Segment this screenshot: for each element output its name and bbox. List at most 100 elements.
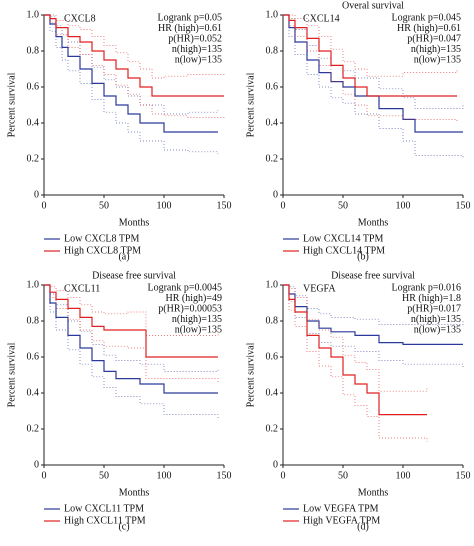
annotation: Logrank p=0.0045 [147, 282, 222, 293]
x-axis-label: Months [358, 487, 389, 498]
x-tick-label: 0 [281, 470, 286, 481]
annotation: Logrank p=0.05 [157, 12, 222, 23]
survival-curve [283, 14, 457, 97]
annotation: p(HR)=0.00053 [158, 303, 222, 314]
y-tick-label: 0.8 [266, 45, 279, 56]
y-tick-label: 1.0 [266, 9, 279, 20]
y-tick-label: 0 [273, 189, 278, 200]
x-tick-label: 0 [42, 200, 47, 211]
y-tick-label: 0.2 [27, 423, 40, 434]
annotation: HR (high)=49 [166, 293, 222, 304]
y-axis-label: Percent survival [6, 72, 17, 137]
gene-label: VEGFA [303, 283, 336, 294]
legend-label: High CXCL14 TPM [303, 245, 385, 256]
annotation: p(HR)=0.047 [407, 33, 461, 44]
y-axis-label: Percent survival [6, 342, 17, 407]
chart-title: Overal survival [342, 0, 404, 11]
legend-label: Low VEGFA TPM [303, 503, 379, 514]
gene-label: CXCL14 [303, 13, 340, 24]
y-tick-label: 0 [273, 459, 278, 470]
annotation: n(low)=135 [175, 324, 222, 335]
annotation: n(low)=135 [175, 54, 222, 65]
x-axis-label: Months [119, 487, 150, 498]
x-tick-label: 150 [456, 200, 471, 211]
y-tick-label: 0.6 [266, 351, 279, 362]
y-tick-label: 0.4 [27, 387, 40, 398]
legend-label: Low CXCL8 TPM [64, 233, 139, 244]
annotation: HR (high)=1.8 [402, 293, 461, 304]
x-tick-label: 100 [157, 200, 172, 211]
confidence-bound [283, 284, 428, 392]
x-axis-label: Months [119, 217, 150, 228]
gene-label: CXCL8 [64, 13, 96, 24]
y-tick-label: 1.0 [266, 279, 279, 290]
y-tick-label: 1.0 [27, 9, 40, 20]
x-tick-label: 0 [42, 470, 47, 481]
survival-curve [44, 284, 218, 358]
confidence-bound [44, 14, 219, 115]
y-tick-label: 0.4 [266, 387, 279, 398]
x-tick-label: 50 [338, 200, 348, 211]
confidence-bound [283, 284, 428, 442]
annotation: p(HR)=0.017 [407, 303, 461, 314]
y-tick-label: 0.2 [266, 423, 279, 434]
y-tick-label: 0.8 [266, 315, 279, 326]
legend-label: Low CXCL11 TPM [64, 503, 144, 514]
y-tick-label: 0.6 [27, 351, 40, 362]
x-tick-label: 100 [396, 200, 411, 211]
y-tick-label: 0.8 [27, 45, 40, 56]
x-tick-label: 150 [217, 470, 232, 481]
panel-label: (b) [357, 251, 369, 262]
x-tick-label: 100 [396, 470, 411, 481]
annotation: HR (high)=0.61 [158, 23, 222, 34]
y-tick-label: 0.2 [266, 153, 279, 164]
survival-curve [44, 14, 218, 133]
confidence-bound [44, 14, 225, 79]
x-tick-label: 150 [217, 200, 232, 211]
y-tick-label: 0 [34, 189, 39, 200]
x-axis-label: Months [358, 217, 389, 228]
annotation: n(high)=135 [411, 314, 461, 325]
confidence-bound [283, 14, 464, 159]
annotation: p(HR)=0.052 [168, 33, 222, 44]
survival-curve [283, 284, 427, 416]
y-axis-label: Percent survival [245, 72, 256, 137]
x-tick-label: 150 [456, 470, 471, 481]
annotation: Logrank p=0.016 [391, 282, 461, 293]
x-tick-label: 50 [99, 470, 109, 481]
legend-label: High CXCL11 TPM [64, 515, 146, 526]
y-tick-label: 1.0 [27, 279, 40, 290]
annotation: n(low)=135 [414, 324, 461, 335]
survival-curve [283, 284, 463, 345]
x-tick-label: 50 [99, 200, 109, 211]
confidence-bound [44, 284, 219, 336]
survival-curve [44, 284, 218, 394]
panel-label: (d) [357, 521, 369, 532]
gene-label: CXCL11 [64, 283, 100, 294]
annotation: n(low)=135 [414, 54, 461, 65]
annotation: n(high)=135 [172, 314, 222, 325]
x-tick-label: 100 [157, 470, 172, 481]
y-axis-label: Percent survival [245, 342, 256, 407]
y-tick-label: 0.8 [27, 315, 40, 326]
y-tick-label: 0 [34, 459, 39, 470]
y-tick-label: 0.6 [27, 81, 40, 92]
legend-label: High CXCL8 TPM [64, 245, 141, 256]
y-tick-label: 0.4 [27, 117, 40, 128]
panel-label: (a) [118, 251, 129, 262]
legend-label: High VEGFA TPM [303, 515, 380, 526]
confidence-bound [283, 284, 464, 368]
y-tick-label: 0.2 [27, 153, 40, 164]
x-tick-label: 50 [338, 470, 348, 481]
annotation: Logrank p=0.045 [391, 12, 461, 23]
legend-label: Low CXCL14 TPM [303, 233, 383, 244]
chart-title: Disease free survival [331, 270, 415, 281]
confidence-bound [283, 14, 458, 123]
annotation: n(high)=135 [172, 44, 222, 55]
annotation: n(high)=135 [411, 44, 461, 55]
y-tick-label: 0.6 [266, 81, 279, 92]
annotation: HR (high)=0.61 [397, 23, 461, 34]
chart-title: Disease free survival [92, 270, 176, 281]
y-tick-label: 0.4 [266, 117, 279, 128]
